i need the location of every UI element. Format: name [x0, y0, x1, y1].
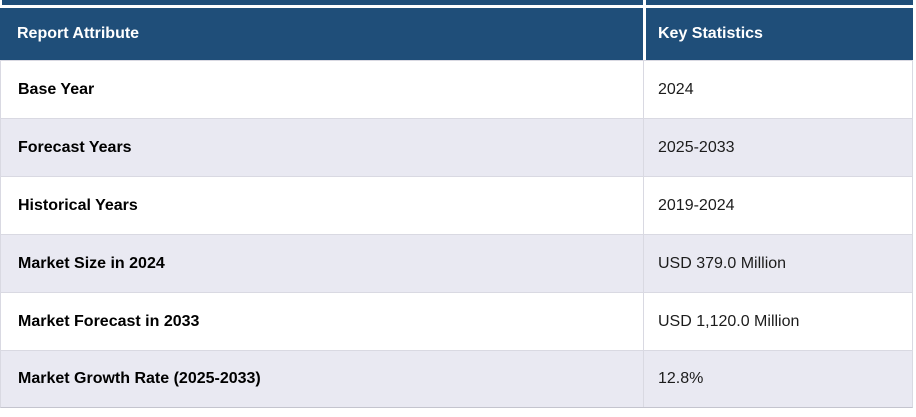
value-cell: USD 1,120.0 Million — [643, 293, 912, 350]
table-row-historical-years: Historical Years 2019-2024 — [0, 176, 913, 234]
table-top-cap-strip — [2, 0, 913, 5]
report-attributes-table: Report Attribute Key Statistics Base Yea… — [0, 0, 913, 408]
attribute-cell: Market Forecast in 2033 — [18, 312, 200, 330]
cap-spacer — [0, 5, 913, 8]
value-cell: USD 379.0 Million — [643, 235, 912, 292]
value-cell: 2019-2024 — [643, 177, 912, 234]
table-row-market-size-2024: Market Size in 2024 USD 379.0 Million — [0, 234, 913, 292]
attribute-cell: Market Size in 2024 — [18, 254, 165, 272]
table-row-forecast-years: Forecast Years 2025-2033 — [0, 118, 913, 176]
attribute-cell: Base Year — [18, 80, 95, 98]
value-cell: 2024 — [643, 61, 912, 118]
top-cap-right — [646, 0, 913, 5]
value-cell: 12.8% — [643, 351, 912, 407]
attribute-cell: Forecast Years — [18, 138, 132, 156]
top-cap-gap — [643, 0, 646, 5]
table-row-market-growth-rate: Market Growth Rate (2025-2033) 12.8% — [0, 350, 913, 408]
table-row-base-year: Base Year 2024 — [0, 60, 913, 118]
value-cell: 2025-2033 — [643, 119, 912, 176]
table-header-row: Report Attribute Key Statistics — [0, 8, 913, 60]
column-header-key-statistics: Key Statistics — [643, 8, 913, 60]
table-row-market-forecast-2033: Market Forecast in 2033 USD 1,120.0 Mill… — [0, 292, 913, 350]
column-header-report-attribute: Report Attribute — [0, 8, 643, 60]
attribute-cell: Market Growth Rate (2025-2033) — [18, 370, 261, 387]
attribute-cell: Historical Years — [18, 196, 138, 214]
top-cap-left — [2, 0, 643, 5]
